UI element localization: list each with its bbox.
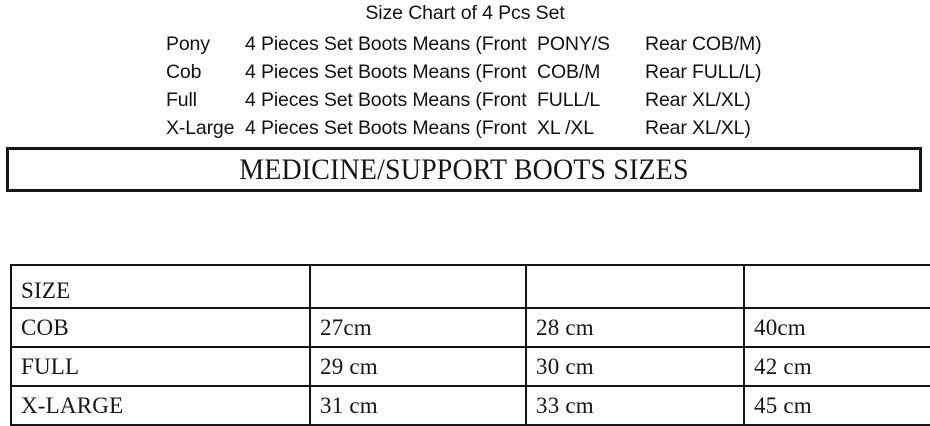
section-heading-box: MEDICINE/SUPPORT BOOTS SIZES (6, 147, 922, 192)
size-description: 4 Pieces Set Boots Means (Front (245, 89, 527, 111)
front-size: XL /XL (537, 117, 594, 139)
size-description: 4 Pieces Set Boots Means (Front (245, 61, 527, 83)
rear-size: Rear FULL/L) (645, 61, 762, 83)
cell-measurement-b: 30 cm (525, 346, 745, 387)
column-header-a (309, 264, 527, 309)
cell-measurement-a: 31 cm (309, 385, 527, 426)
cell-size-name: FULL (10, 346, 311, 387)
size-label: X-Large (166, 117, 235, 139)
page-title: Size Chart of 4 Pcs Set (365, 2, 565, 24)
size-description: 4 Pieces Set Boots Means (Front (245, 117, 527, 139)
column-header-size: SIZE (10, 264, 311, 309)
table-row: X-LARGE 31 cm 33 cm 45 cm (10, 385, 930, 426)
list-item: X-Large 4 Pieces Set Boots Means (Front X… (166, 114, 926, 142)
table-row: FULL 29 cm 30 cm 42 cm (10, 346, 930, 387)
cell-measurement-b: 33 cm (525, 385, 745, 426)
boot-sizes-table: SIZE COB 27cm 28 cm 40cm FULL 29 cm 30 c… (10, 264, 930, 426)
list-item: Pony 4 Pieces Set Boots Means (Front PONY… (166, 30, 926, 58)
list-item: Cob 4 Pieces Set Boots Means (Front COB/M… (166, 58, 926, 86)
cell-measurement-c: 42 cm (743, 346, 930, 387)
size-label: Full (166, 89, 197, 111)
cell-size-name: COB (10, 307, 311, 348)
size-label: Cob (166, 61, 202, 83)
front-size: COB/M (537, 61, 601, 83)
cell-measurement-c: 45 cm (743, 385, 930, 426)
front-size: PONY/S (537, 33, 610, 55)
table-row: COB 27cm 28 cm 40cm (10, 307, 930, 348)
cell-measurement-c: 40cm (743, 307, 930, 348)
column-header-c (743, 264, 930, 309)
rear-size: Rear XL/XL) (645, 117, 751, 139)
size-chart-intro-block: Size Chart of 4 Pcs Set Pony 4 Pieces Set… (0, 0, 930, 146)
rear-size: Rear XL/XL) (645, 89, 751, 111)
column-header-b (525, 264, 745, 309)
rear-size: Rear COB/M) (645, 33, 762, 55)
cell-measurement-a: 29 cm (309, 346, 527, 387)
cell-size-name: X-LARGE (10, 385, 311, 426)
front-size: FULL/L (537, 89, 601, 111)
cell-measurement-b: 28 cm (525, 307, 745, 348)
cell-measurement-a: 27cm (309, 307, 527, 348)
size-meaning-list: Pony 4 Pieces Set Boots Means (Front PONY… (166, 30, 926, 142)
size-description: 4 Pieces Set Boots Means (Front (245, 33, 527, 55)
list-item: Full 4 Pieces Set Boots Means (Front FULL… (166, 86, 926, 114)
size-label: Pony (166, 33, 210, 55)
table-header-row: SIZE (10, 264, 930, 309)
section-heading-text: MEDICINE/SUPPORT BOOTS SIZES (239, 153, 689, 186)
